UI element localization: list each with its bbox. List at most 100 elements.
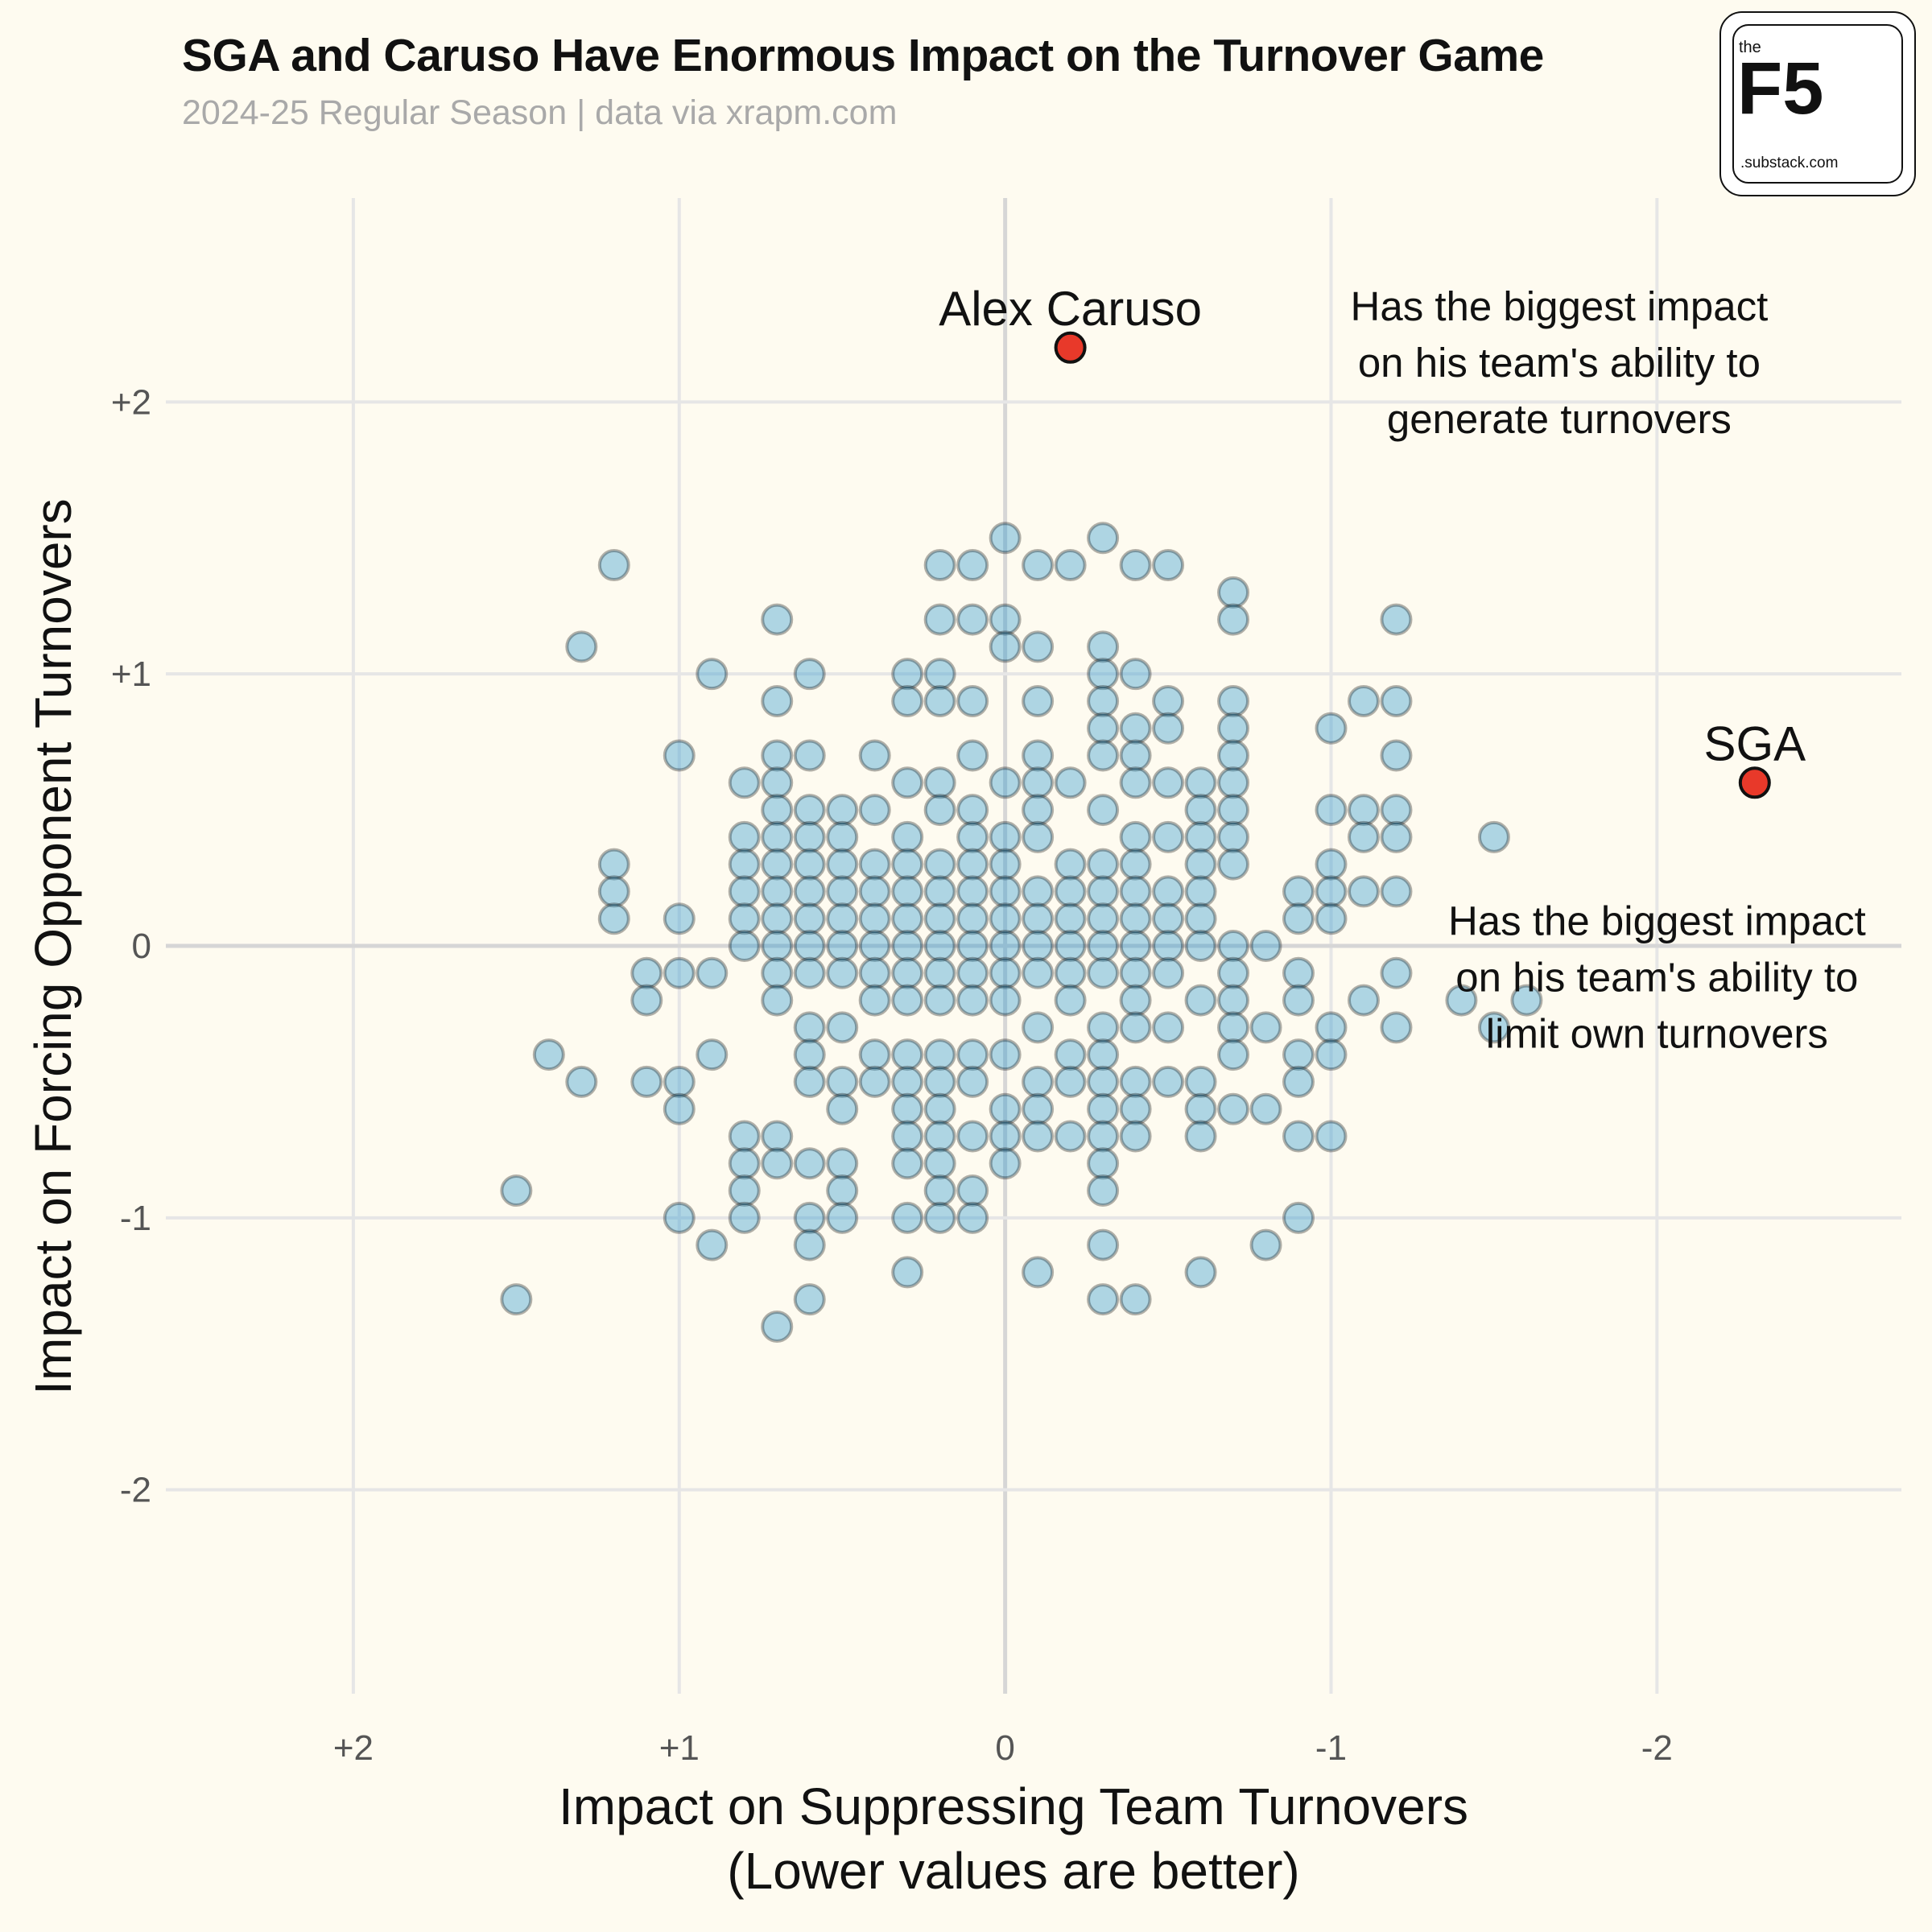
annotation-line: Has the biggest impact [1351, 283, 1769, 329]
player-point [891, 1147, 924, 1180]
player-point [891, 1038, 924, 1071]
player-point [956, 848, 989, 881]
player-point [891, 956, 924, 989]
player-point [565, 630, 598, 663]
player-point [1249, 1228, 1282, 1261]
player-point [793, 1228, 826, 1261]
player-point [1054, 930, 1087, 962]
player-point [793, 956, 826, 989]
player-point [989, 848, 1022, 881]
y-tick-label: 0 [132, 927, 151, 966]
player-point [923, 1092, 956, 1125]
player-point [989, 766, 1022, 799]
player-point [1087, 956, 1120, 989]
player-point [1315, 848, 1348, 881]
player-point [1184, 902, 1217, 935]
player-point [1152, 1065, 1185, 1098]
y-tick-label: -2 [120, 1471, 151, 1510]
player-point [1022, 630, 1055, 663]
player-point [793, 739, 826, 772]
player-point [891, 820, 924, 853]
annotation-line: generate turnovers [1387, 396, 1732, 442]
player-point [663, 1065, 696, 1098]
player-point [793, 1201, 826, 1234]
player-point [663, 1092, 696, 1125]
player-point [1054, 1065, 1087, 1098]
player-point [826, 956, 859, 989]
player-point [1380, 603, 1413, 636]
player-point [597, 549, 630, 582]
player-point [1315, 1038, 1348, 1071]
x-tick-label: +1 [659, 1728, 700, 1768]
player-point [532, 1038, 565, 1071]
player-point [989, 1092, 1022, 1125]
player-point [597, 875, 630, 908]
player-point [826, 1174, 859, 1208]
player-point [793, 820, 826, 853]
player-point [989, 522, 1022, 555]
player-point [1152, 549, 1185, 582]
y-tick-label: +2 [111, 382, 151, 422]
player-point [923, 875, 956, 908]
player-point [826, 930, 859, 962]
player-point [1282, 875, 1315, 908]
player-point [663, 739, 696, 772]
player-point [826, 1092, 859, 1125]
player-point [1119, 1065, 1152, 1098]
player-point [923, 1174, 956, 1208]
player-point [891, 1092, 924, 1125]
player-point [793, 875, 826, 908]
logo-frame [1732, 24, 1903, 184]
player-point [1249, 1092, 1282, 1125]
x-axis-label-line: (Lower values are better) [727, 1842, 1299, 1900]
player-point [826, 902, 859, 935]
player-point [1119, 875, 1152, 908]
player-point [1347, 820, 1380, 853]
player-point [1380, 739, 1413, 772]
player-point [663, 1201, 696, 1234]
player-point [1217, 766, 1250, 799]
player-point [1087, 794, 1120, 827]
player-point [858, 739, 891, 772]
highlight-point [1054, 331, 1087, 364]
player-point [1022, 956, 1055, 989]
annotation-line: Has the biggest impact [1448, 898, 1866, 943]
player-point [1510, 984, 1543, 1017]
player-point [891, 984, 924, 1017]
player-point [956, 739, 989, 772]
player-point [1184, 930, 1217, 962]
player-point [728, 766, 761, 799]
player-point [989, 956, 1022, 989]
player-point [923, 658, 956, 691]
player-point [728, 1147, 761, 1180]
player-point [1087, 902, 1120, 935]
player-point [1119, 712, 1152, 745]
player-point [989, 875, 1022, 908]
player-point [1087, 658, 1120, 691]
player-point [793, 1038, 826, 1071]
player-point [696, 658, 729, 691]
player-point [1315, 794, 1348, 827]
player-point [728, 1201, 761, 1234]
player-point [1282, 1120, 1315, 1153]
highlight-points: Alex Caruso SGA [939, 282, 1806, 799]
player-point [1184, 875, 1217, 908]
player-point [761, 1120, 794, 1153]
player-point [1022, 549, 1055, 582]
player-point [1152, 684, 1185, 717]
player-point [761, 1310, 794, 1343]
logo-the-text: the [1739, 39, 1761, 56]
player-point [793, 794, 826, 827]
player-point [1152, 930, 1185, 962]
player-point [1152, 820, 1185, 853]
player-point [1119, 766, 1152, 799]
player-point [1087, 739, 1120, 772]
player-point [761, 930, 794, 962]
player-point [1282, 1201, 1315, 1234]
player-point [1315, 902, 1348, 935]
player-point [1022, 1011, 1055, 1044]
player-point [1184, 794, 1217, 827]
f5-logo: the F5 .substack.com [1719, 11, 1916, 196]
player-point [1087, 684, 1120, 717]
